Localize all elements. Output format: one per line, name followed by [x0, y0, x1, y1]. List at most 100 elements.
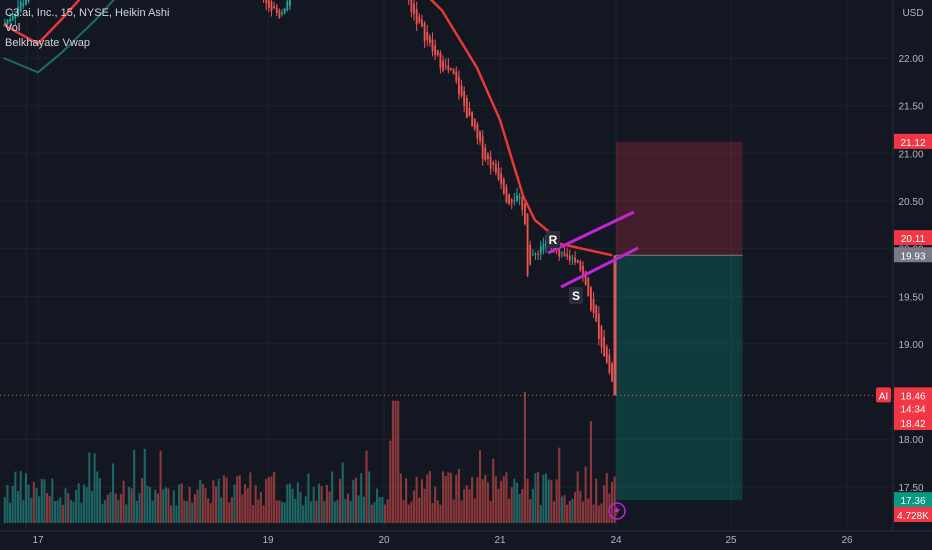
volume-bar — [323, 501, 326, 523]
volume-bar — [589, 421, 592, 523]
volume-bar — [603, 485, 606, 523]
volume-bar — [30, 497, 33, 523]
volume-bar — [249, 472, 252, 523]
candle-body — [457, 76, 460, 95]
volume-bar — [159, 450, 162, 523]
candle-body — [487, 153, 489, 160]
volume-bar — [552, 501, 556, 523]
volume-bar — [299, 491, 302, 523]
volume-bar — [207, 498, 210, 523]
volume-bar — [14, 471, 17, 523]
volume-bar — [341, 462, 344, 523]
y-tick-label: 22.00 — [898, 54, 923, 65]
volume-bar — [156, 493, 160, 523]
candle-body — [25, 0, 27, 5]
volume-bar — [339, 478, 342, 523]
volume-bar — [547, 479, 550, 523]
candle-body — [608, 354, 611, 373]
volume-bar — [11, 485, 14, 523]
candle-body — [428, 36, 431, 43]
volume-bar — [119, 493, 123, 523]
lightning-icon[interactable] — [608, 502, 626, 520]
volume-bar — [251, 505, 255, 523]
symbol-title: C3.ai, Inc., 15, NYSE, Heikin Ashi — [5, 7, 170, 19]
candle-body — [576, 259, 579, 263]
volume-bar — [296, 482, 299, 523]
candle-body — [460, 85, 463, 97]
volume-bar — [494, 476, 497, 523]
candle-body — [521, 197, 524, 210]
badge-box — [894, 387, 932, 418]
candle-body — [502, 179, 505, 194]
volume-bar — [220, 497, 223, 523]
volume-bar — [331, 471, 334, 523]
price-badge: 21.12 — [894, 133, 932, 149]
volume-bar — [228, 502, 231, 523]
candle-body — [415, 8, 418, 25]
candle-body — [421, 19, 423, 27]
volume-bar — [270, 476, 273, 523]
volume-bar — [275, 500, 278, 523]
volume-bar — [167, 488, 170, 523]
lightning-glyph — [614, 505, 620, 517]
volume-bar — [444, 476, 447, 523]
price-badge: 20.11 — [894, 230, 932, 246]
candle-body — [611, 363, 613, 382]
badge-value: 19.93 — [900, 251, 925, 262]
volume-bar — [259, 491, 262, 523]
vwap-label: Belkhayate Vwap — [5, 37, 90, 49]
volume-bar — [576, 471, 579, 523]
volume-bar — [280, 501, 284, 523]
badge-value: 21.12 — [900, 138, 925, 149]
candle-body — [27, 0, 30, 2]
volume-bar — [581, 501, 585, 523]
volume-bar — [560, 496, 563, 523]
volume-bar — [492, 458, 495, 523]
time-axis — [0, 531, 932, 550]
candle-body — [534, 253, 537, 255]
candle-body — [265, 0, 268, 3]
candle-body — [518, 196, 521, 198]
volume-bar — [597, 505, 600, 523]
volume-bar — [175, 505, 178, 523]
volume-bar — [328, 491, 331, 523]
volume-bar — [193, 494, 196, 523]
volume-bar — [613, 476, 616, 523]
volume-bar — [162, 489, 165, 523]
volume-bar — [579, 490, 582, 523]
volume-bar — [534, 473, 537, 523]
volume-bar — [508, 498, 511, 523]
candle-body — [19, 1, 22, 12]
volume-bar — [436, 500, 439, 523]
volume-bar — [106, 494, 109, 523]
candle-body — [589, 287, 592, 311]
candle-body — [505, 186, 508, 203]
volume-bar — [595, 478, 598, 523]
candle-body — [574, 257, 577, 263]
volume-bar — [394, 400, 397, 523]
volume-bar — [502, 476, 505, 523]
candle-body — [508, 194, 511, 205]
volume-bar — [59, 497, 62, 523]
volume-bar — [544, 473, 548, 523]
volume-bar — [53, 501, 57, 523]
volume-bar — [310, 501, 313, 523]
chart-legend: C3.ai, Inc., 15, NYSE, Heikin Ashi Vol B… — [5, 6, 169, 51]
volume-bar — [587, 498, 590, 523]
volume-bar — [391, 400, 394, 523]
volume-bar — [183, 500, 186, 523]
candle-body — [286, 1, 289, 11]
volume-bar — [98, 478, 101, 523]
volume-bar — [291, 488, 294, 523]
volume-bar — [3, 497, 6, 523]
volume-bar — [16, 490, 20, 523]
volume-bar — [85, 487, 88, 523]
volume-bar — [278, 500, 281, 523]
volume-bar — [592, 504, 595, 523]
annotation-r: R — [546, 231, 560, 248]
volume-bar — [513, 478, 516, 523]
badge-box — [894, 507, 932, 522]
candle-body — [283, 8, 286, 14]
volume-bar — [481, 479, 484, 523]
